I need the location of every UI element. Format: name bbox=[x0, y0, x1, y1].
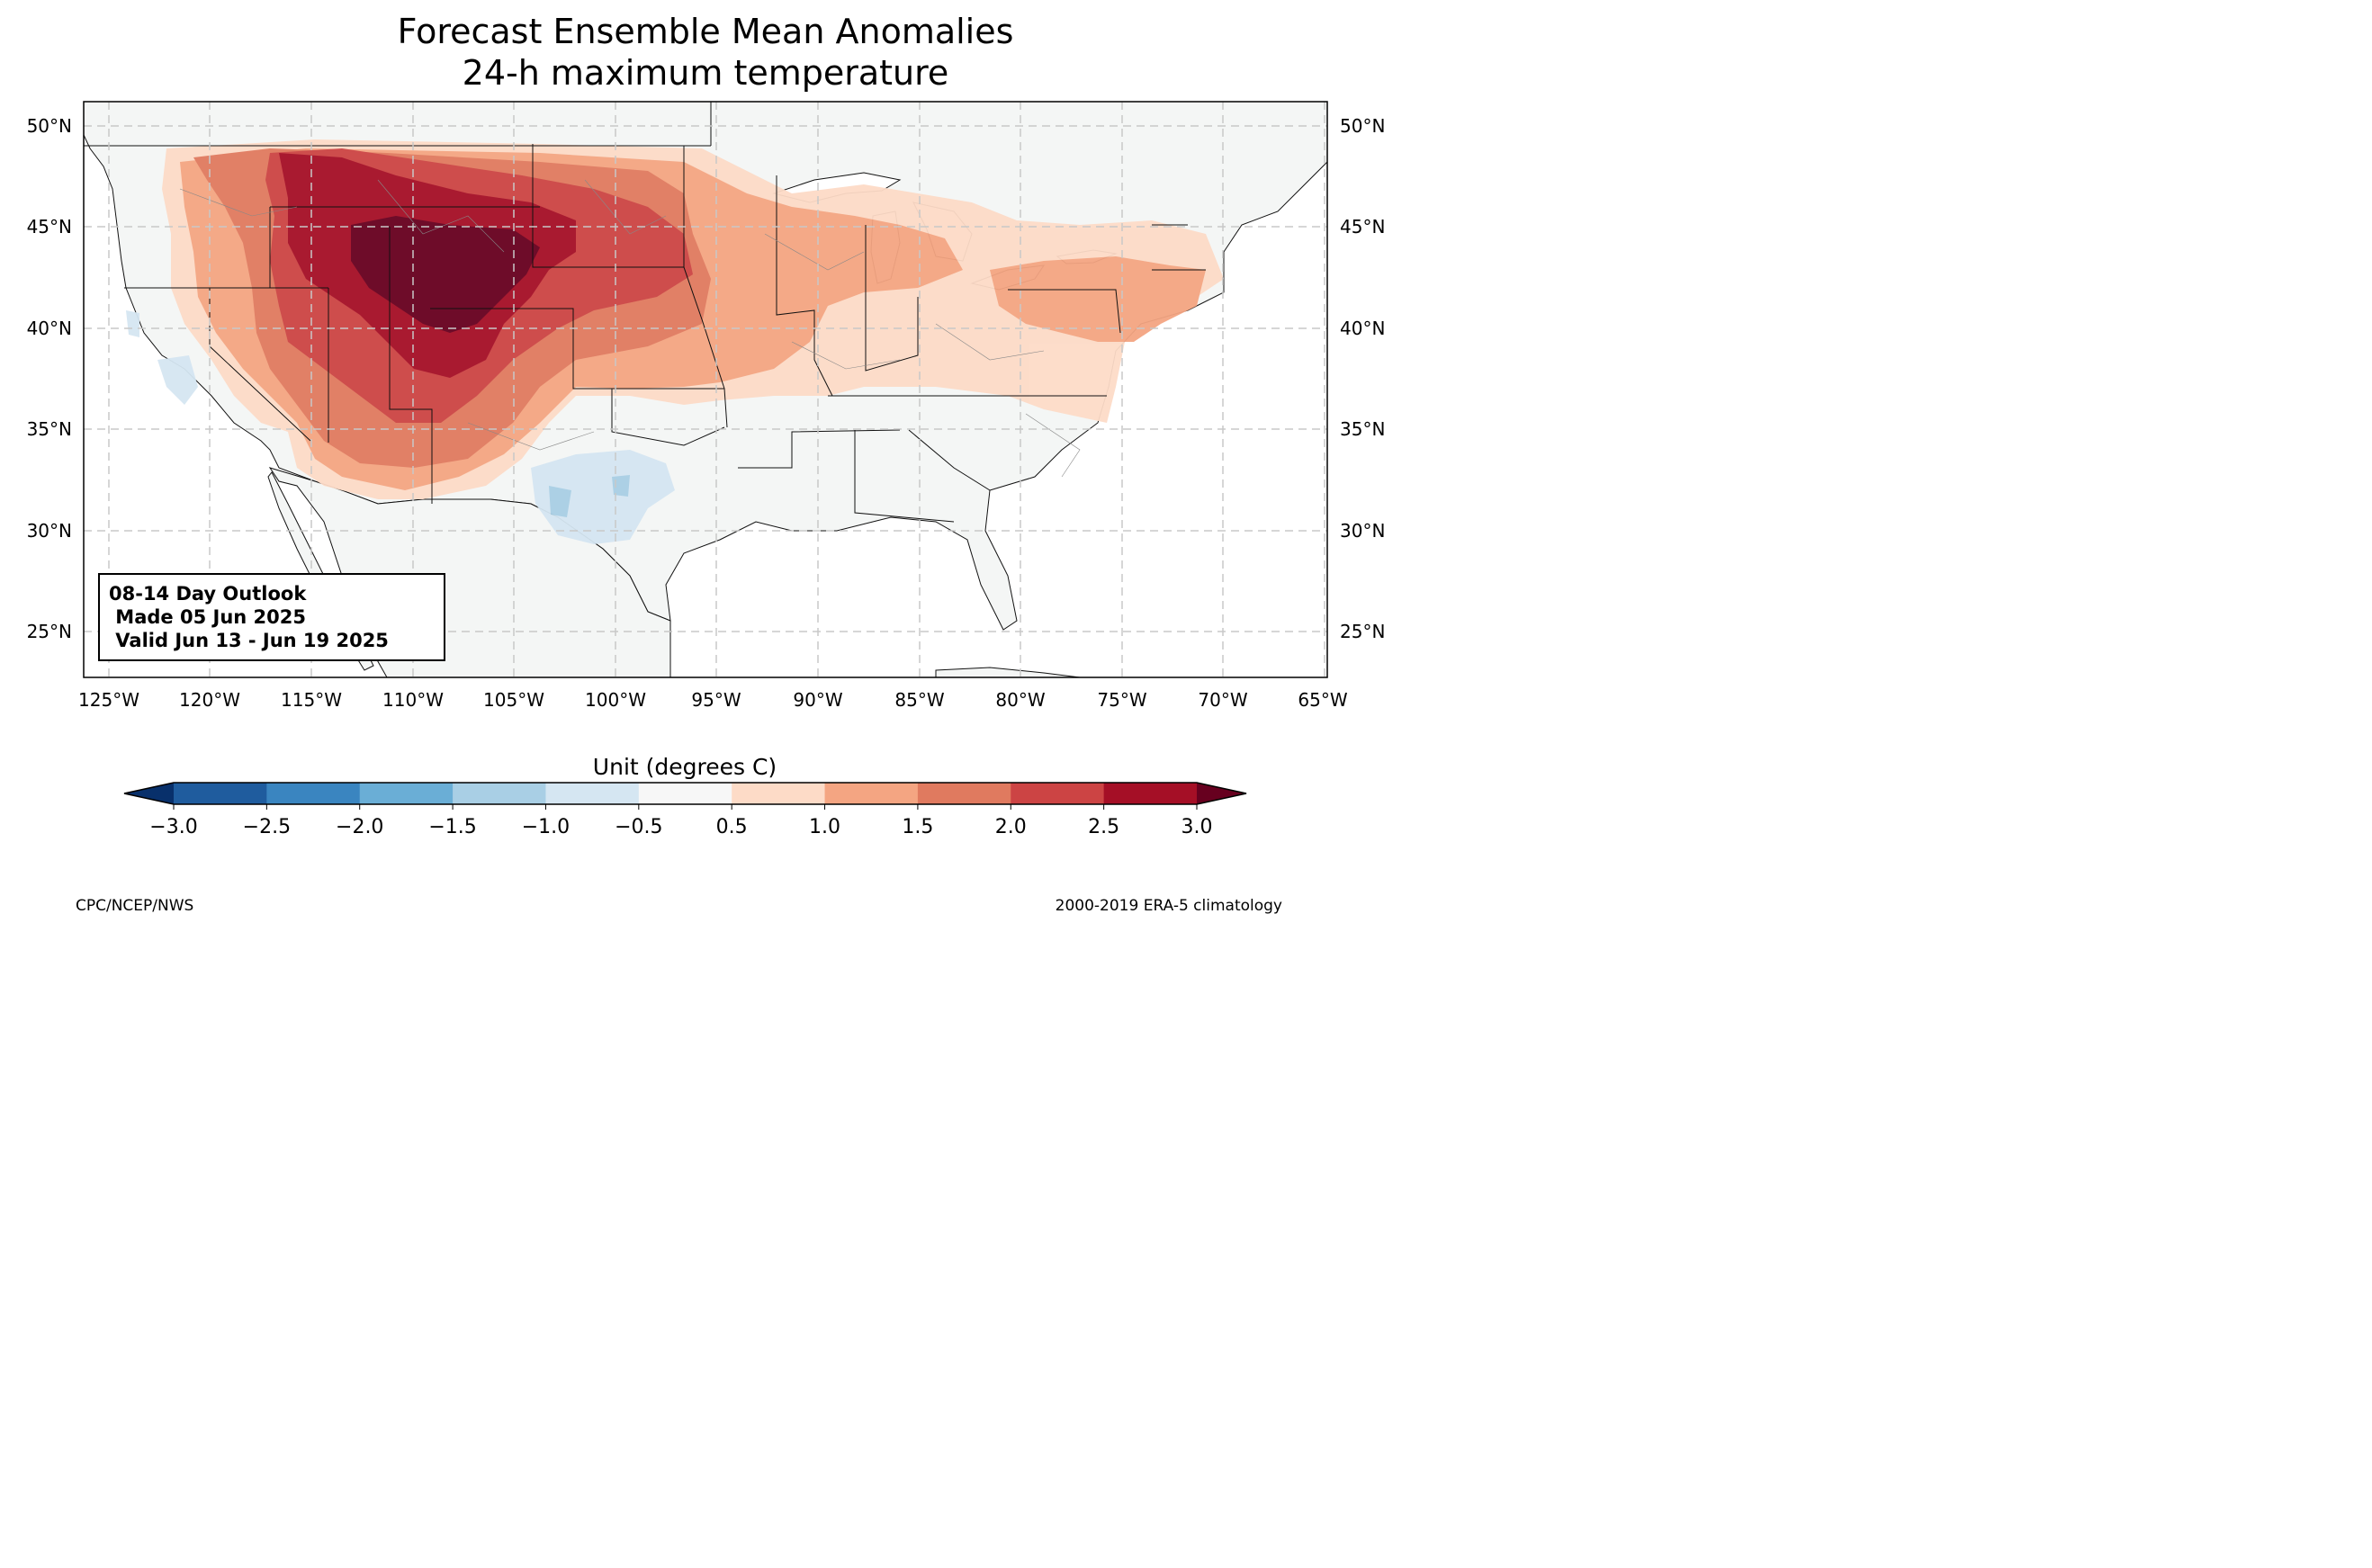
lat-tick-25n-right: 25°N bbox=[1340, 621, 1385, 642]
colorbar-segment bbox=[266, 783, 361, 804]
colorbar-title: Unit (degrees C) bbox=[592, 754, 777, 780]
lat-tick-35n-right: 35°N bbox=[1340, 418, 1385, 440]
title-line-2: 24-h maximum temperature bbox=[462, 53, 949, 93]
lon-tick-labels: 125°W 120°W 115°W 110°W 105°W 100°W 95°W… bbox=[78, 689, 1348, 711]
anomaly-neg-0p5-1p0-texas bbox=[531, 450, 675, 544]
credit-source: CPC/NCEP/NWS bbox=[76, 897, 194, 915]
lat-tick-40n-right: 40°N bbox=[1340, 318, 1385, 339]
lon-tick-75w: 75°W bbox=[1097, 689, 1146, 711]
map-frame bbox=[83, 101, 1328, 678]
colorbar-tick-label: 3.0 bbox=[1181, 816, 1213, 838]
colorbar-segment bbox=[545, 783, 640, 804]
lat-tick-35n-left: 35°N bbox=[27, 418, 72, 440]
lon-tick-115w: 115°W bbox=[281, 689, 342, 711]
colorbar-extend-max bbox=[1197, 783, 1246, 804]
chart-title: Forecast Ensemble Mean Anomalies 24-h ma… bbox=[0, 11, 1411, 94]
anomaly-neg-1p0-1p5-texas-2 bbox=[612, 475, 630, 497]
lon-tick-100w: 100°W bbox=[585, 689, 646, 711]
lon-tick-65w: 65°W bbox=[1298, 689, 1347, 711]
colorbar-tick-label: 2.0 bbox=[994, 816, 1027, 838]
colorbar-segment bbox=[359, 783, 454, 804]
lon-tick-120w: 120°W bbox=[179, 689, 240, 711]
lat-tick-25n-left: 25°N bbox=[27, 621, 72, 642]
lon-tick-110w: 110°W bbox=[382, 689, 444, 711]
colorbar-segment bbox=[732, 783, 826, 804]
lon-tick-85w: 85°W bbox=[894, 689, 944, 711]
lat-tick-labels-right: 50°N 45°N 40°N 35°N 30°N 25°N bbox=[1340, 115, 1385, 642]
lon-tick-95w: 95°W bbox=[691, 689, 741, 711]
colorbar-tick-label: 1.0 bbox=[809, 816, 841, 838]
colorbar-tick-label: −2.0 bbox=[336, 816, 384, 838]
map-area bbox=[84, 102, 1327, 677]
anomaly-above-3p0 bbox=[351, 216, 540, 333]
colorbar-segment bbox=[1011, 783, 1105, 804]
anomaly-map: 125°W 120°W 115°W 110°W 105°W 100°W 95°W… bbox=[27, 101, 1385, 810]
lon-tick-80w: 80°W bbox=[995, 689, 1045, 711]
outlook-period: 08-14 Day Outlook bbox=[109, 583, 307, 605]
colorbar-segment bbox=[824, 783, 919, 804]
lat-tick-50n-left: 50°N bbox=[27, 115, 72, 137]
colorbar bbox=[123, 782, 1247, 810]
colorbar-segment bbox=[917, 783, 1011, 804]
colorbar-segment bbox=[638, 783, 732, 804]
anomaly-neg-1p0-1p5-texas bbox=[549, 486, 571, 517]
colorbar-segment bbox=[1103, 783, 1198, 804]
anomaly-neg-0p5-1p0-california bbox=[157, 355, 198, 405]
lon-tick-90w: 90°W bbox=[793, 689, 842, 711]
lat-tick-45n-right: 45°N bbox=[1340, 216, 1385, 237]
lon-tick-105w: 105°W bbox=[483, 689, 544, 711]
lat-tick-45n-left: 45°N bbox=[27, 216, 72, 237]
anomaly-1p0-1p5-east bbox=[990, 256, 1206, 342]
colorbar-tick-label: 0.5 bbox=[715, 816, 748, 838]
colorbar-tick-label: −0.5 bbox=[615, 816, 663, 838]
outlook-info-box: 08-14 Day Outlook Made 05 Jun 2025 Valid… bbox=[98, 573, 445, 661]
colorbar-tick-label: 1.5 bbox=[902, 816, 934, 838]
lat-tick-labels-left: 50°N 45°N 40°N 35°N 30°N 25°N bbox=[27, 115, 72, 642]
lat-tick-40n-left: 40°N bbox=[27, 318, 72, 339]
colorbar-extend-min bbox=[124, 783, 174, 804]
title-line-1: Forecast Ensemble Mean Anomalies bbox=[397, 12, 1014, 51]
lat-tick-30n-right: 30°N bbox=[1340, 520, 1385, 542]
colorbar-tick-label: −2.5 bbox=[242, 816, 292, 838]
outlook-valid-range: Valid Jun 13 - Jun 19 2025 bbox=[109, 630, 389, 651]
colorbar-segment bbox=[453, 783, 546, 804]
colorbar-tick-label: 2.5 bbox=[1088, 816, 1120, 838]
credit-climatology: 2000-2019 ERA-5 climatology bbox=[1055, 897, 1282, 915]
lat-tick-30n-left: 30°N bbox=[27, 520, 72, 542]
colorbar-tick-label: −1.0 bbox=[521, 816, 571, 838]
colorbar-tick-label: −1.5 bbox=[428, 816, 477, 838]
lon-tick-125w: 125°W bbox=[78, 689, 139, 711]
county-lines bbox=[179, 179, 1081, 478]
colorbar-tick-label: −3.0 bbox=[149, 816, 198, 838]
cuba bbox=[935, 667, 1081, 677]
lat-tick-50n-right: 50°N bbox=[1340, 115, 1385, 137]
lon-tick-70w: 70°W bbox=[1198, 689, 1247, 711]
colorbar-segment bbox=[174, 783, 267, 804]
outlook-made-date: Made 05 Jun 2025 bbox=[109, 606, 306, 628]
anomaly-neg-0p5-1p0-coast bbox=[126, 310, 139, 337]
